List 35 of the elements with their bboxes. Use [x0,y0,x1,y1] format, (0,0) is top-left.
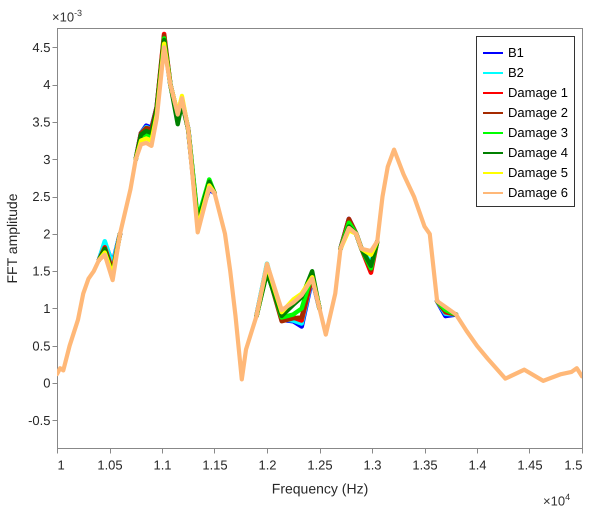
y-tick-label: 0 [43,376,50,391]
x-tick-label: 1.25 [307,458,333,472]
y-tick-label: -0.5 [28,412,50,428]
legend-label: Damage 5 [508,165,568,180]
legend-label: Damage 1 [508,85,568,100]
y-tick-label: 2 [43,226,50,242]
x-tick-label: 1.3 [363,458,382,472]
y-tick-label: 0.5 [32,338,50,354]
y-tick-label: 1 [43,300,50,316]
x-tick-label: 1.15 [202,458,228,472]
line-series [57,45,582,383]
text: ×10$^{-3}$ [52,8,82,24]
legend-label: Damage 4 [508,145,568,160]
x-tick-label: 1.45 [517,458,543,472]
x-tick-label: 1.4 [468,458,487,472]
legend-label: Damage 2 [508,105,568,120]
y-tick-label: 1.5 [32,264,50,279]
x-tick-label: 1 [58,458,65,472]
legend-label: B2 [508,65,524,80]
legend-label: Damage 3 [508,125,568,140]
y-tick-label: 3 [43,152,50,167]
x-tick-label: 1.2 [258,458,277,472]
x-tick-label: 1.5 [564,458,582,472]
x-axis-title: Frequency (Hz) [272,480,368,496]
y-tick-label: 4 [43,77,50,92]
x-tick-label: 1.05 [97,458,123,472]
legend-label: B1 [508,45,524,60]
x-tick-label: 1.1 [153,458,172,472]
text: ×10$^{4}$ [543,492,570,508]
y-axis-title: FFT amplitude [4,193,20,284]
y-tick-label: 4.5 [32,40,50,55]
x-tick-label: 1.35 [412,458,438,472]
legend-label: Damage 6 [508,185,568,200]
y-tick-label: 3.5 [32,114,50,130]
y-tick-label: 2.5 [32,189,50,204]
